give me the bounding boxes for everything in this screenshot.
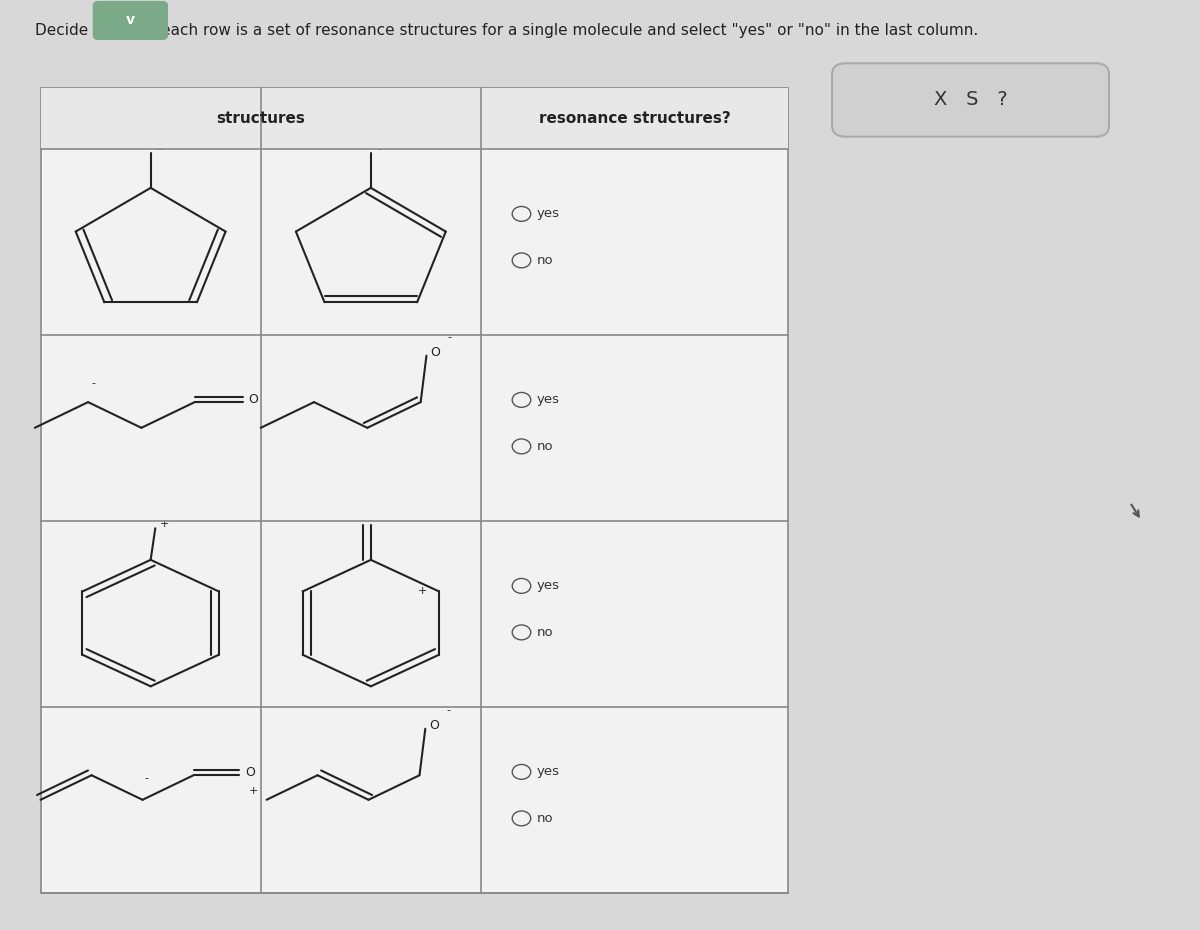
Text: -: - (145, 773, 149, 783)
Text: yes: yes (536, 207, 559, 220)
Text: v: v (126, 13, 134, 28)
Text: no: no (536, 626, 553, 639)
Text: O: O (430, 346, 440, 359)
Text: no: no (536, 440, 553, 453)
Text: no: no (536, 812, 553, 825)
Text: yes: yes (536, 393, 559, 406)
Text: O: O (428, 720, 439, 733)
Text: yes: yes (536, 765, 559, 778)
Text: O: O (245, 766, 256, 779)
Text: Decide whether each row is a set of resonance structures for a single molecule a: Decide whether each row is a set of reso… (35, 23, 978, 38)
Text: +: + (160, 520, 169, 529)
Text: yes: yes (536, 579, 559, 592)
Text: -: - (448, 332, 451, 341)
Text: resonance structures?: resonance structures? (539, 111, 731, 126)
Text: X   S   ?: X S ? (934, 90, 1007, 110)
Text: +: + (419, 587, 427, 596)
Text: +: + (250, 786, 258, 795)
Text: structures: structures (216, 111, 305, 126)
FancyBboxPatch shape (41, 88, 788, 893)
FancyBboxPatch shape (92, 1, 168, 40)
Text: O: O (248, 392, 258, 405)
Text: -: - (446, 705, 450, 715)
Text: -: - (378, 143, 382, 153)
Text: -: - (157, 143, 162, 153)
Text: -: - (91, 379, 96, 388)
FancyBboxPatch shape (832, 63, 1109, 137)
Text: no: no (536, 254, 553, 267)
FancyBboxPatch shape (41, 88, 788, 149)
